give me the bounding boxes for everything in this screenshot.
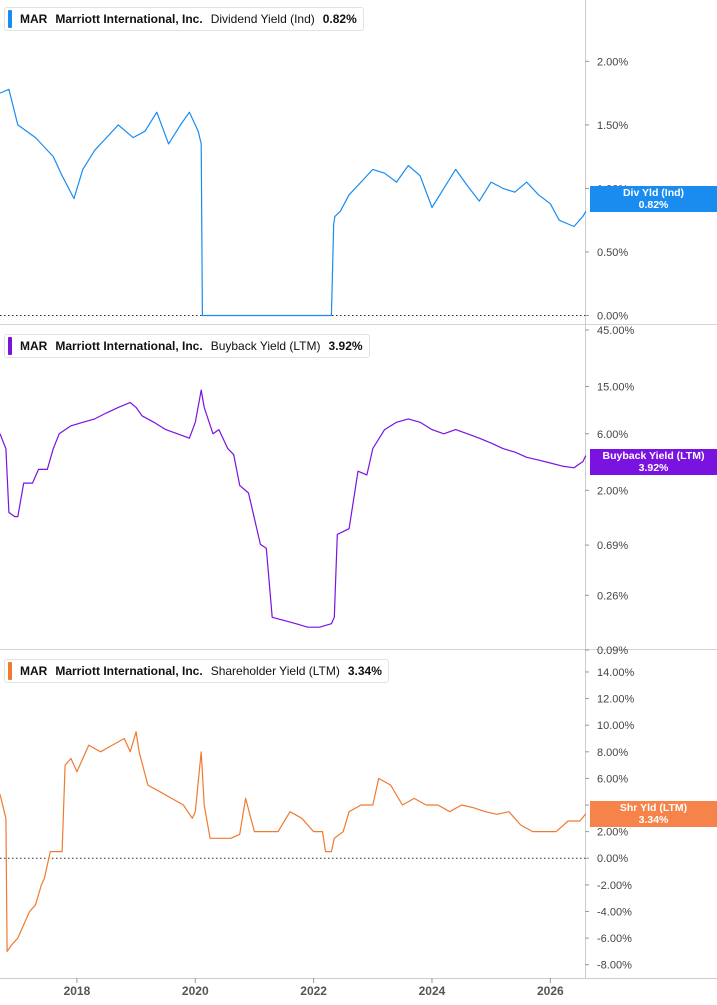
y-tick-label: 2.00% — [597, 56, 628, 68]
y-tick-label: 15.00% — [597, 382, 635, 394]
legend-ticker: MAR — [20, 664, 48, 678]
current-value-flag-buyback: Buyback Yield (LTM) 3.92% — [590, 449, 717, 475]
legend-company: Marriott International, Inc. — [55, 339, 203, 353]
series-line — [0, 88, 587, 317]
y-tick-label: 0.00% — [597, 853, 628, 865]
y-tick-label: 0.26% — [597, 590, 628, 602]
y-tick-label: 14.00% — [597, 667, 635, 679]
legend-metric: Shareholder Yield (LTM) — [210, 664, 340, 678]
y-tick-label: 1.50% — [597, 120, 628, 132]
x-tick-label: 2018 — [64, 984, 91, 998]
legend-metric: Buyback Yield (LTM) — [210, 339, 321, 353]
flag-value: 0.82% — [638, 199, 669, 211]
y-tick-label: 10.00% — [597, 720, 635, 732]
flag-label: Shr Yld (LTM) — [619, 802, 688, 814]
y-tick-label: 0.00% — [597, 310, 628, 322]
legend-swatch-buyback — [8, 337, 12, 355]
legend-value: 3.92% — [328, 339, 363, 353]
y-tick-label: 0.09% — [597, 645, 628, 657]
x-tick-label: 2022 — [300, 984, 327, 998]
y-tick-label: -2.00% — [597, 880, 632, 892]
flag-value: 3.34% — [638, 814, 669, 826]
y-tick-label: 0.50% — [597, 247, 628, 259]
x-tick-label: 2026 — [537, 984, 564, 998]
y-tick-label: 6.00% — [597, 773, 628, 785]
y-tick-label: 2.00% — [597, 827, 628, 839]
y-tick-label: 12.00% — [597, 694, 635, 706]
legend-dividend-yield: MAR Marriott International, Inc. Dividen… — [4, 7, 364, 31]
x-tick-label: 2024 — [419, 984, 446, 998]
legend-swatch-shareholder — [8, 662, 12, 680]
legend-ticker: MAR — [20, 339, 48, 353]
legend-company: Marriott International, Inc. — [55, 664, 203, 678]
y-tick-label: 2.00% — [597, 485, 628, 497]
legend-swatch-dividend — [8, 10, 12, 28]
legend-shareholder-yield: MAR Marriott International, Inc. Shareho… — [4, 659, 389, 683]
x-tick-label: 2020 — [182, 984, 209, 998]
current-value-flag-shareholder: Shr Yld (LTM) 3.34% — [590, 801, 717, 827]
y-tick-label: 0.69% — [597, 540, 628, 552]
y-tick-label: 6.00% — [597, 429, 628, 441]
y-tick-label: -6.00% — [597, 933, 632, 945]
flag-value: 3.92% — [638, 462, 669, 474]
flag-label: Div Yld (Ind) — [622, 187, 685, 199]
current-value-flag-dividend: Div Yld (Ind) 0.82% — [590, 186, 717, 212]
legend-ticker: MAR — [20, 12, 48, 26]
y-tick-label: -8.00% — [597, 960, 632, 972]
legend-buyback-yield: MAR Marriott International, Inc. Buyback… — [4, 334, 370, 358]
flag-label: Buyback Yield (LTM) — [602, 450, 705, 462]
legend-value: 0.82% — [322, 12, 357, 26]
y-tick-label: -4.00% — [597, 906, 632, 918]
y-tick-label: 45.00% — [597, 325, 635, 337]
legend-metric: Dividend Yield (Ind) — [210, 12, 315, 26]
legend-company: Marriott International, Inc. — [55, 12, 203, 26]
series-line — [0, 731, 587, 953]
y-tick-label: 8.00% — [597, 747, 628, 759]
legend-value: 3.34% — [347, 664, 382, 678]
series-line — [0, 389, 587, 628]
